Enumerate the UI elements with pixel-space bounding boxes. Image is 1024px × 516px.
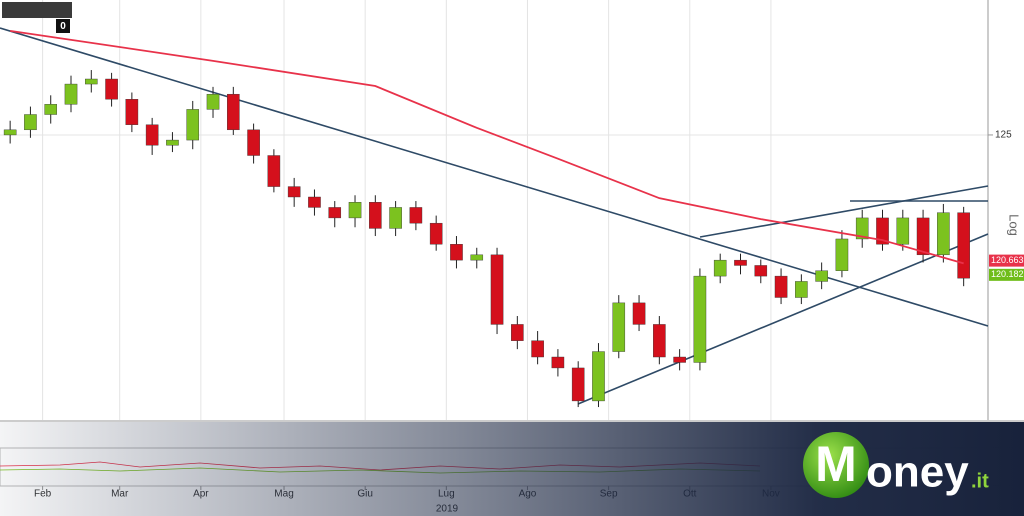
candles	[3, 29, 970, 408]
candle-body	[44, 104, 58, 115]
candle-body	[24, 114, 37, 131]
candle-body	[774, 275, 788, 298]
price-label-bg	[989, 268, 1024, 281]
candle-body	[632, 302, 646, 325]
candle-body	[308, 196, 321, 208]
candle-body	[64, 83, 78, 105]
price-label-bg	[989, 254, 1024, 267]
candle-body	[490, 254, 504, 325]
candle-body	[145, 124, 159, 146]
candle-body	[247, 129, 260, 156]
moving-average	[10, 29, 964, 265]
toolbar-badge[interactable]	[56, 19, 70, 33]
candle-body	[876, 217, 889, 245]
candle-body	[795, 281, 808, 298]
candle-body	[734, 259, 747, 266]
candle-body	[227, 93, 240, 131]
candle-body	[125, 99, 139, 125]
axis-label: Log	[1007, 214, 1022, 236]
candle-body	[916, 217, 930, 256]
candle-body	[267, 155, 281, 187]
candle-body	[693, 275, 707, 363]
candle-body	[551, 356, 565, 369]
logo-text: oney	[866, 448, 969, 497]
candle-body	[835, 238, 849, 271]
logo-m: M	[815, 436, 857, 492]
candle-body	[429, 222, 443, 245]
candle-body	[511, 324, 524, 341]
candle-body	[105, 78, 118, 100]
toolbar-label: 0	[60, 21, 66, 32]
toolbar-bg	[2, 2, 72, 18]
candle-body	[957, 212, 970, 279]
candle-body	[754, 265, 768, 277]
candle-body	[713, 259, 727, 277]
candle-body	[470, 254, 484, 261]
candle-body	[328, 207, 342, 219]
candle-body	[937, 212, 950, 256]
candle-body	[612, 302, 626, 352]
candle-body	[531, 340, 544, 358]
price-label: 120.1825	[991, 269, 1024, 279]
toolbar: 0	[2, 2, 72, 33]
candle-body	[815, 270, 828, 282]
candle-body	[186, 109, 200, 141]
candle-body	[450, 244, 463, 261]
candle-body	[653, 324, 666, 358]
candle-body	[855, 217, 869, 240]
trendlines	[0, 27, 989, 405]
candle-body	[369, 202, 382, 229]
candle-body	[166, 139, 179, 146]
candle-body	[348, 202, 362, 219]
candle-body	[409, 207, 423, 224]
candle-body	[389, 207, 402, 229]
candle-body	[571, 367, 585, 402]
candle-body	[673, 356, 686, 363]
candle-body	[287, 186, 301, 198]
candle-body	[896, 217, 910, 245]
logo-suffix: .it	[971, 470, 989, 492]
plot-area	[0, 0, 988, 420]
y-tick-label: 125	[995, 130, 1012, 141]
candle-body	[85, 78, 98, 85]
logo: M oney .it	[803, 432, 989, 498]
candle-body	[592, 351, 605, 402]
candle-body	[3, 129, 17, 136]
candle-body	[206, 93, 220, 110]
logo-ball	[803, 432, 869, 498]
price-label: 120.6639	[991, 255, 1024, 265]
